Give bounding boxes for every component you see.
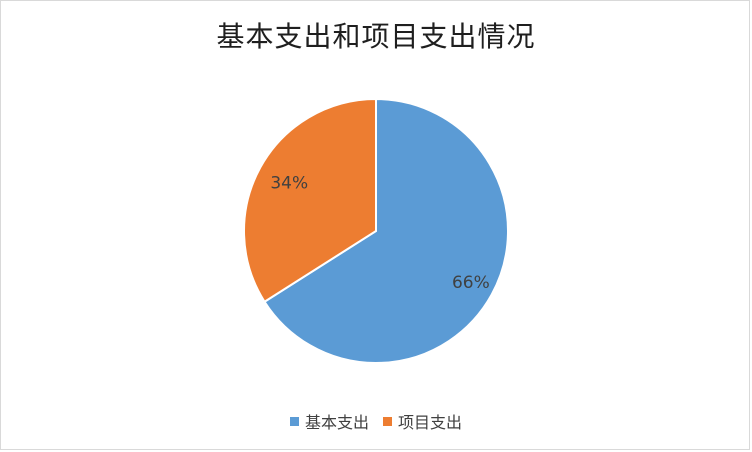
legend-swatch-basic	[289, 416, 299, 426]
legend-label-basic: 基本支出	[304, 413, 369, 432]
data-label-project: 34%	[270, 173, 308, 193]
chart-title: 基本支出和项目支出情况	[216, 20, 536, 53]
data-label-basic: 66%	[452, 273, 490, 293]
legend: 基本支出 项目支出	[1, 409, 751, 433]
slice-project	[243, 97, 377, 304]
legend-item-project: 项目支出	[383, 409, 462, 433]
legend-item-basic: 基本支出	[289, 409, 369, 433]
legend-label-project: 项目支出	[398, 413, 463, 432]
legend-swatch-project	[383, 416, 392, 426]
slice-basic	[263, 97, 509, 364]
